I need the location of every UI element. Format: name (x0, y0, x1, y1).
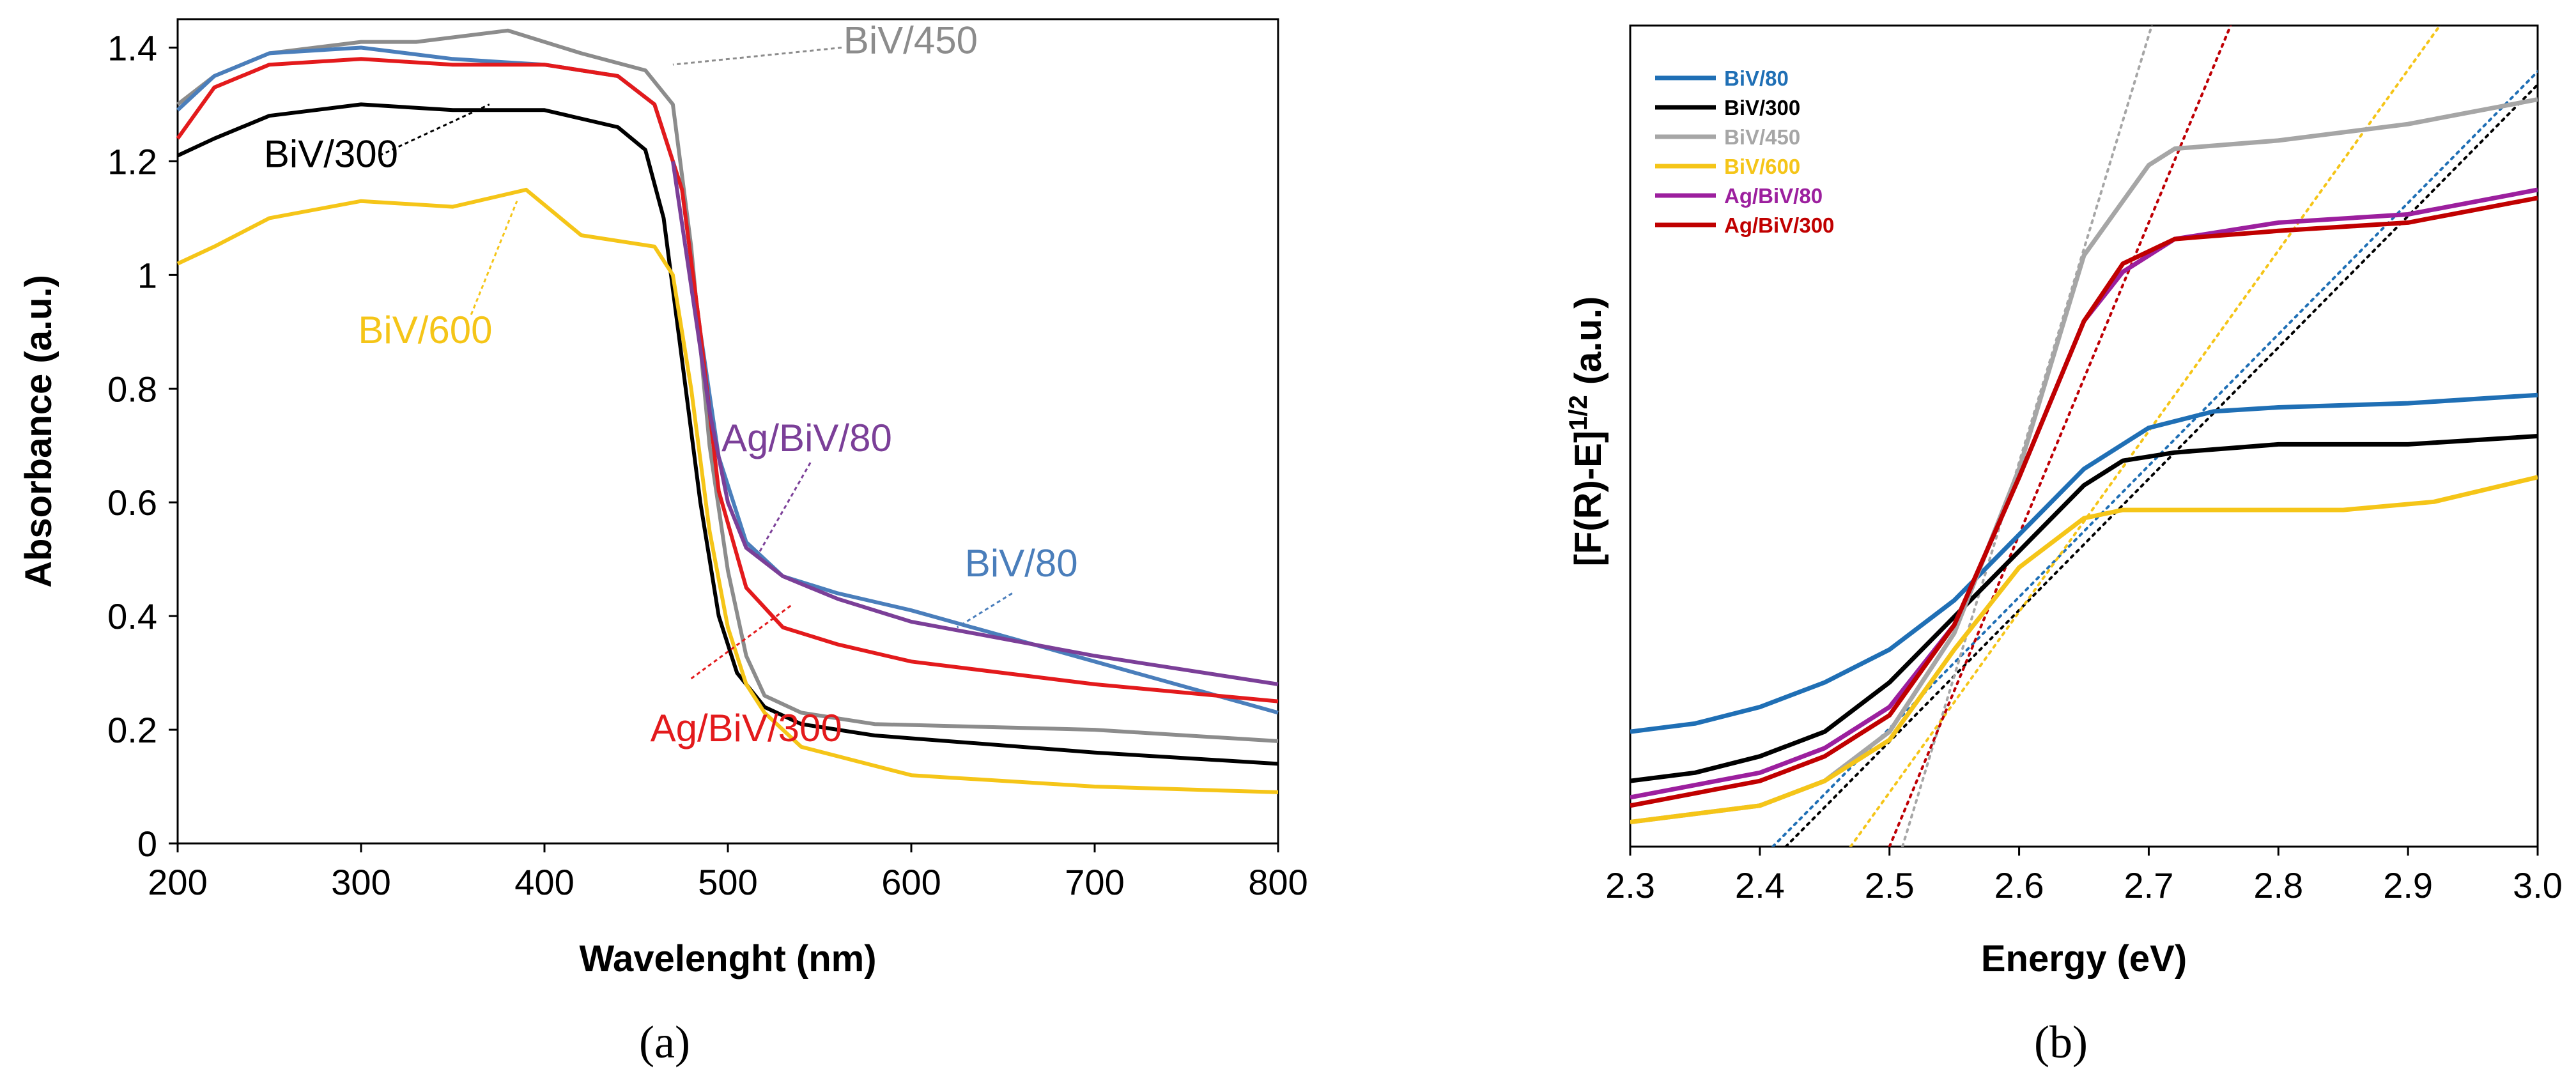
panel-a-y-tick-label: 0.4 (107, 596, 157, 636)
panel-b-series-ag-biv-300 (1630, 196, 2538, 808)
panel-b-series-biv-300 (1630, 434, 2538, 783)
panel-b-legend-label-ag-biv-80: Ag/BiV/80 (1724, 184, 1823, 208)
panel-a-label: (a) (639, 1017, 690, 1068)
panel-a-series (176, 28, 1279, 794)
panel-a-annotation-leader (956, 592, 1013, 629)
panel-a-y-tick-label: 1.4 (107, 27, 157, 68)
panel-a-y-tick-label: 0.6 (107, 482, 157, 523)
panel-b-x-label: Energy (eV) (1981, 938, 2187, 980)
panel-a-x-tick-label: 500 (698, 862, 757, 902)
panel-a-annotation-leader (379, 104, 490, 157)
panel-b-legend: BiV/80 BiV/300 BiV/450 BiV/600 Ag/BiV/80 Ag/B… (1655, 66, 1834, 237)
panel-a-x-label: Wavelenght (nm) (579, 938, 876, 980)
panel-a-annotations: BiV/450 BiV/300 BiV/600 Ag/BiV/80 BiV/80 Ag/B… (264, 19, 1078, 749)
panel-b-x-tick-label: 2.3 (1605, 865, 1655, 905)
panel-b-series-biv-80 (1630, 392, 2538, 734)
panel-a-plot-area (176, 18, 1279, 845)
panel-b-x-tick-label: 2.7 (2124, 865, 2173, 905)
panel-a-series-biv-300 (176, 102, 1279, 766)
panel-a-series-ag-biv-80 (670, 160, 1279, 686)
panel-b-plot-area (1629, 24, 2539, 848)
panel-a-y-tick-label: 1 (137, 255, 157, 295)
panel-b-label: (b) (2034, 1017, 2088, 1068)
panel-a-x-tick-label: 200 (148, 862, 207, 902)
panel-b-x-tick-label: 2.4 (1735, 865, 1785, 905)
panel-b-tangent-biv-300 (1784, 82, 2538, 847)
panel-b-chart: 2.3 2.4 2.5 2.6 2.7 2.8 2.9 3.0 BiV/80BiV/300Bi… (1564, 24, 2563, 1068)
panel-b-y-label-main: [F(R)-E] (1568, 431, 1609, 567)
panel-a-y-tick-label: 1.2 (107, 141, 157, 181)
panel-b-legend-label-ag-biv-300: Ag/BiV/300 (1724, 213, 1834, 237)
panel-b-x-axis: 2.3 2.4 2.5 2.6 2.7 2.8 2.9 3.0 (1605, 847, 2563, 905)
panel-a-y-label: Absorbance (a.u.) (18, 275, 59, 588)
panel-a-y-tick-label: 0.8 (107, 369, 157, 409)
panel-b-tangent-lines (1771, 26, 2538, 847)
panel-b-legend-label-biv-80: BiV/80 (1724, 66, 1789, 90)
panel-a-annotation-biv-80: BiV/80 (965, 542, 1078, 585)
panel-a-annotation-ag-biv-80: Ag/BiV/80 (721, 417, 892, 459)
panel-a-y-tick-label: 0 (137, 824, 157, 864)
panel-b-legend-label-biv-600: BiV/600 (1724, 155, 1800, 178)
panel-b-x-tick-label: 2.8 (2253, 865, 2303, 905)
panel-a-annotation-leader (754, 462, 812, 560)
panel-a-series-biv-450 (176, 28, 1279, 743)
panel-a-x-tick-label: 700 (1065, 862, 1124, 902)
panel-a-chart: 0 0.2 0.4 0.6 0.8 1 1.2 1.4 200 300 400 500 600 700 8… (18, 18, 1308, 1068)
panel-a-annotation-ag-biv-300: Ag/BiV/300 (651, 707, 842, 750)
panel-a-x-axis: 200 300 400 500 600 700 800 (148, 843, 1308, 902)
panel-b-y-label-unit: (a.u.) (1568, 296, 1609, 396)
panel-b-legend-label-biv-450: BiV/450 (1724, 125, 1800, 149)
panel-a-annotation-biv-600: BiV/600 (358, 309, 492, 351)
panel-b-tangent-biv-80 (1771, 70, 2538, 847)
panel-b-x-tick-label: 2.5 (1865, 865, 1915, 905)
panel-b-legend-label-biv-300: BiV/300 (1724, 96, 1800, 119)
panel-a-x-tick-label: 600 (881, 862, 941, 902)
panel-a-annotation-biv-450: BiV/450 (844, 19, 978, 61)
panel-b-tangent-biv-600 (1849, 26, 2442, 847)
panel-a-x-tick-label: 800 (1248, 862, 1307, 902)
panel-a-annotation-biv-300: BiV/300 (264, 132, 398, 175)
panel-b-x-tick-label: 2.6 (1994, 865, 2044, 905)
panel-a-y-axis: 0 0.2 0.4 0.6 0.8 1 1.2 1.4 (107, 27, 178, 864)
panel-a-annotation-leader (672, 46, 842, 66)
panel-a-x-tick-label: 400 (514, 862, 574, 902)
panel-b-x-tick-label: 2.9 (2383, 865, 2433, 905)
panel-a-x-tick-label: 300 (331, 862, 390, 902)
panel-b-tangent-ag-biv-300 (1888, 26, 2232, 847)
panel-a-y-tick-label: 0.2 (107, 710, 157, 750)
panel-b-series (1630, 97, 2538, 824)
panel-b-series-biv-600 (1630, 475, 2538, 824)
panel-b-y-label-sup: 1/2 (1564, 395, 1593, 431)
panel-a-series-biv-600 (176, 187, 1279, 794)
panel-a-annotation-leader (470, 201, 518, 316)
panel-a-series-ag-biv-300 (176, 57, 1279, 704)
panel-b-y-label: [F(R)-E]1/2 (a.u.) (1564, 296, 1609, 567)
panel-b-x-tick-label: 3.0 (2513, 865, 2563, 905)
